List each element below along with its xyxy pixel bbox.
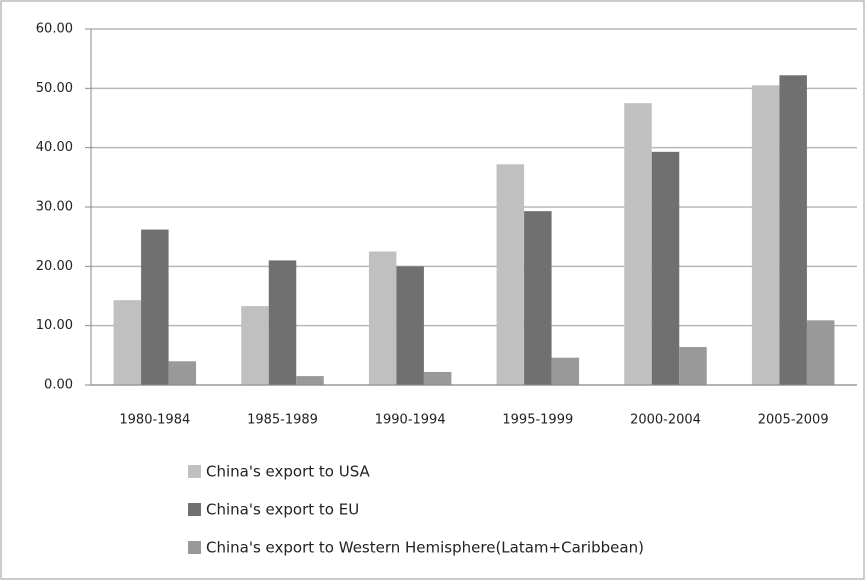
bar — [496, 164, 525, 385]
legend-label: China's export to USA — [206, 463, 371, 481]
y-tick-label: 60.00 — [36, 22, 73, 37]
y-tick-label: 20.00 — [36, 259, 73, 274]
y-tick-label: 40.00 — [36, 140, 73, 155]
bar — [624, 103, 652, 386]
bar — [296, 376, 324, 385]
bar — [679, 347, 707, 385]
bar — [141, 229, 169, 385]
bar — [423, 371, 452, 385]
bar — [396, 266, 424, 385]
legend-label: China's export to EU — [206, 501, 359, 519]
bar — [524, 211, 552, 385]
bar — [113, 300, 142, 385]
bar — [779, 75, 807, 385]
legend-swatch — [188, 503, 201, 516]
bar — [268, 260, 297, 385]
bar — [168, 361, 197, 385]
legend-swatch — [188, 465, 201, 478]
y-tick-label: 50.00 — [36, 81, 73, 96]
x-tick-label: 1980-1984 — [119, 413, 190, 428]
bar — [551, 357, 580, 385]
y-tick-label: 0.00 — [44, 378, 73, 393]
bar — [806, 320, 835, 385]
y-tick-label: 30.00 — [36, 200, 73, 215]
x-tick-label: 2005-2009 — [758, 413, 829, 428]
legend-swatch — [188, 541, 201, 554]
x-tick-label: 1990-1994 — [375, 413, 446, 428]
x-tick-label: 1985-1989 — [247, 413, 318, 428]
x-tick-label: 1995-1999 — [502, 413, 573, 428]
y-tick-label: 10.00 — [36, 318, 73, 333]
x-tick-label: 2000-2004 — [630, 413, 701, 428]
bar — [651, 151, 680, 385]
bar — [368, 251, 397, 385]
bar — [751, 85, 780, 385]
bar — [241, 306, 269, 385]
legend-label: China's export to Western Hemisphere(Lat… — [206, 539, 644, 557]
